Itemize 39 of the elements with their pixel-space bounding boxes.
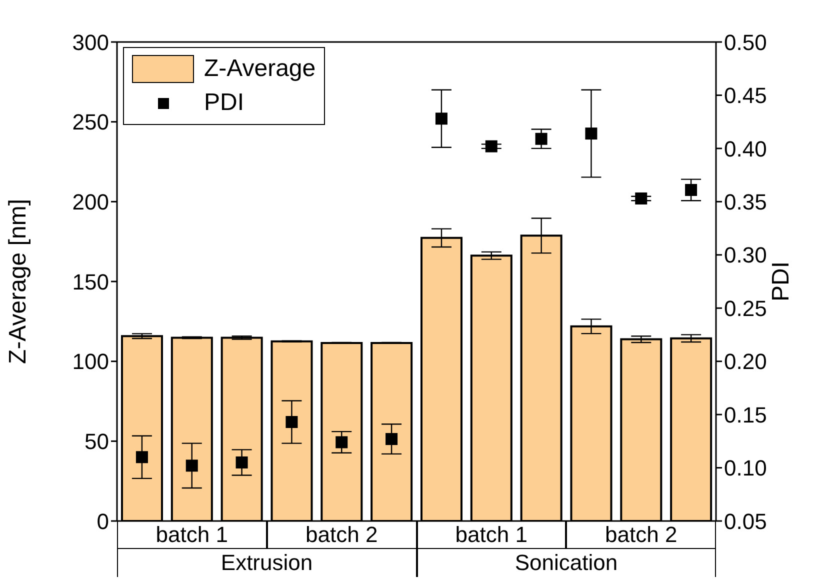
y-tick-label: 300 [72,30,109,55]
point [535,132,548,145]
y-tick-label: 50 [84,428,109,454]
legend-label: PDI [204,89,244,117]
point [236,456,248,468]
y2-tick-label: 0.10 [724,456,767,481]
text: batch 1 [416,521,566,549]
y2-axis-title: PDI [768,261,795,302]
text: batch 2 [566,521,716,549]
text: Extrusion [117,549,416,577]
y-tick-label: 250 [72,110,109,135]
text: batch 1 [117,521,267,549]
point [635,192,648,204]
point [485,140,498,152]
y2-tick-label: 0.40 [724,136,767,162]
y-axis-title: Z-Average [nm] [4,199,32,364]
point [136,451,148,464]
point [286,416,298,428]
y-tick-label: 0 [96,508,109,534]
point [685,184,698,196]
y-tick-label: 100 [72,349,109,374]
y2-tick-label: 0.30 [724,242,767,268]
text: Sonication [416,549,716,577]
y2-tick-label: 0.50 [724,30,767,55]
point [585,128,598,140]
y-tick-label: 200 [72,189,109,214]
y-tick-label: 150 [72,269,109,294]
legend-label: Z-Average [204,55,316,83]
point [186,460,198,472]
y2-tick-label: 0.45 [724,83,767,108]
text: batch 2 [266,521,416,549]
y2-tick-label: 0.15 [724,402,767,428]
point [336,436,348,448]
y2-tick-label: 0.05 [724,508,767,534]
y2-tick-label: 0.35 [724,189,767,214]
y2-tick-label: 0.25 [724,296,767,321]
y2-tick-label: 0.20 [724,349,767,374]
point [386,433,398,446]
point [435,112,448,125]
